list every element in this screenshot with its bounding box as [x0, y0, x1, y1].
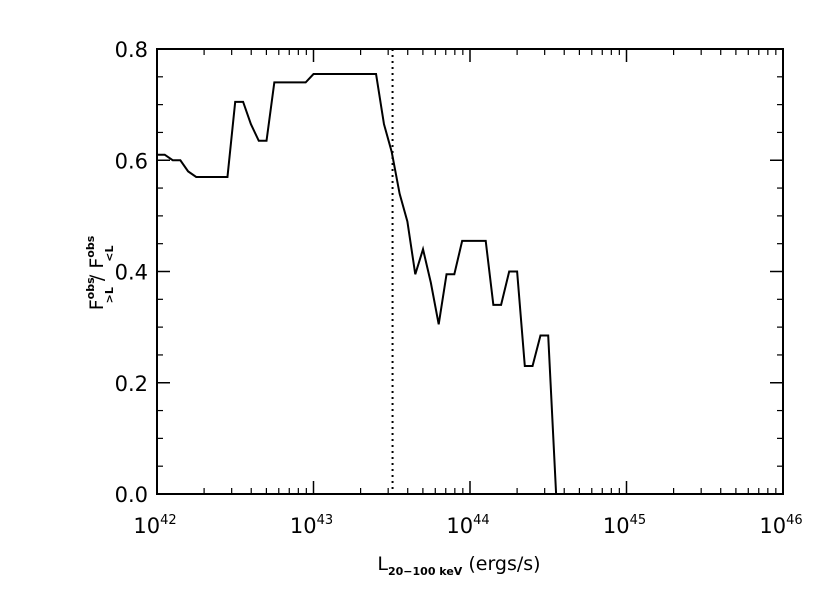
x-tick-label: 1045	[603, 513, 646, 538]
x-tick-label: 1043	[290, 513, 333, 538]
x-tick-label-base: 10	[603, 514, 630, 538]
y-axis-label: Fobs >L / Fobs <L	[84, 235, 116, 310]
x-tick-label-base: 10	[759, 514, 786, 538]
svg-text:Fobs>L / Fobs<L: Fobs >L / Fobs <L	[84, 235, 116, 310]
x-tick-label: 1046	[759, 513, 802, 538]
y-tick-label: 0.6	[115, 149, 148, 173]
x-axis-label-rest: (ergs/s)	[462, 553, 540, 575]
plot-frame-group	[156, 48, 784, 495]
y-axis-label-f1-sub: >L	[103, 287, 116, 303]
y-axis-label-f2: F	[86, 258, 108, 269]
x-tick-label-base: 10	[446, 514, 473, 538]
x-axis-label-sub: 20−100 keV	[388, 565, 463, 578]
y-tick-label: 0.4	[115, 261, 148, 285]
x-tick-label-exponent: 43	[317, 513, 334, 528]
x-axis-label-main: L	[377, 553, 388, 575]
x-tick-label-base: 10	[290, 514, 317, 538]
y-axis-label-sep: /	[86, 269, 108, 287]
x-tick-label-exponent: 46	[786, 513, 803, 528]
y-tick-label: 0.8	[115, 38, 148, 62]
plot-frame	[156, 48, 784, 495]
y-axis-label-f1: F	[86, 299, 108, 310]
x-tick-label-exponent: 45	[630, 513, 647, 528]
series-line	[157, 73, 596, 495]
y-tick-label: 0.2	[115, 372, 148, 396]
x-tick-label-exponent: 44	[473, 513, 490, 528]
y-axis-label-f2-sup: obs	[84, 235, 97, 257]
x-axis-label: L20−100 keV (ergs/s)	[377, 553, 540, 578]
x-tick-label-base: 10	[133, 514, 160, 538]
ticks-group	[156, 48, 784, 495]
y-tick-label: 0.0	[115, 483, 148, 507]
y-axis-label-f1-sup: obs	[84, 277, 97, 299]
x-tick-label: 1044	[446, 513, 489, 538]
x-tick-label: 1042	[133, 513, 176, 538]
x-tick-label-exponent: 42	[160, 513, 177, 528]
y-axis-label-f2-sub: <L	[103, 245, 116, 261]
